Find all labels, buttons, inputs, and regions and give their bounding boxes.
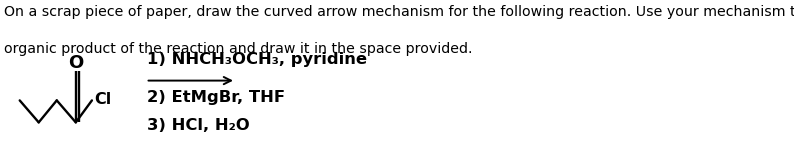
Text: 3) HCl, H₂O: 3) HCl, H₂O [147,118,250,133]
Text: organic product of the reaction and draw it in the space provided.: organic product of the reaction and draw… [5,42,473,56]
Text: 1) NHCH₃OCH₃, pyridine: 1) NHCH₃OCH₃, pyridine [147,52,367,67]
Text: 2) EtMgBr, THF: 2) EtMgBr, THF [147,90,285,105]
Text: O: O [68,54,83,72]
Text: Cl: Cl [94,92,111,107]
Text: On a scrap piece of paper, draw the curved arrow mechanism for the following rea: On a scrap piece of paper, draw the curv… [5,5,794,19]
